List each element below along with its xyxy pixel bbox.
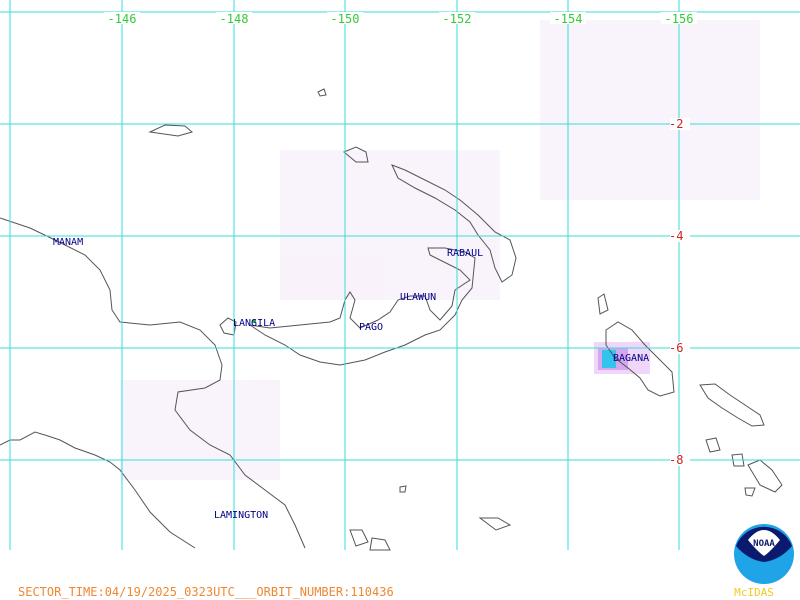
latitude-label: -4 [669, 229, 683, 243]
longitude-label: -156 [665, 12, 694, 26]
noaa-logo: NOAA [734, 524, 794, 584]
volcano-label: LAMINGTON [214, 510, 268, 521]
volcano-label: MANAM [53, 237, 83, 248]
credit-text: McIDAS [734, 586, 774, 599]
latitude-label: -2 [669, 117, 683, 131]
volcano-label: RABAUL [447, 248, 483, 259]
latitude-labels: -2 -4 -6 -8 [669, 117, 690, 467]
logo-text: NOAA [753, 539, 775, 549]
longitude-label: -148 [220, 12, 249, 26]
latitude-label: -8 [669, 453, 683, 467]
longitude-label: -150 [331, 12, 360, 26]
longitude-label: -152 [443, 12, 472, 26]
cloud-haze [120, 20, 760, 480]
volcano-dot [252, 319, 256, 323]
volcano-label: LANGILA [233, 318, 275, 329]
volcano-label: PAGO [359, 322, 383, 333]
volcano-labels: MANAM LANGILA PAGO ULAWUN RABAUL BAGANA … [53, 237, 649, 521]
longitude-label: -146 [108, 12, 137, 26]
volcano-label: BAGANA [613, 353, 649, 364]
longitude-label: -154 [554, 12, 583, 26]
volcano-label: ULAWUN [400, 292, 436, 303]
coastlines [0, 88, 783, 551]
footer-text: SECTOR_TIME:04/19/2025_0323UTC___ORBIT_N… [18, 585, 394, 599]
latitude-label: -6 [669, 341, 683, 355]
longitude-labels: -146 -148 -150 -152 -154 -156 [104, 12, 697, 26]
